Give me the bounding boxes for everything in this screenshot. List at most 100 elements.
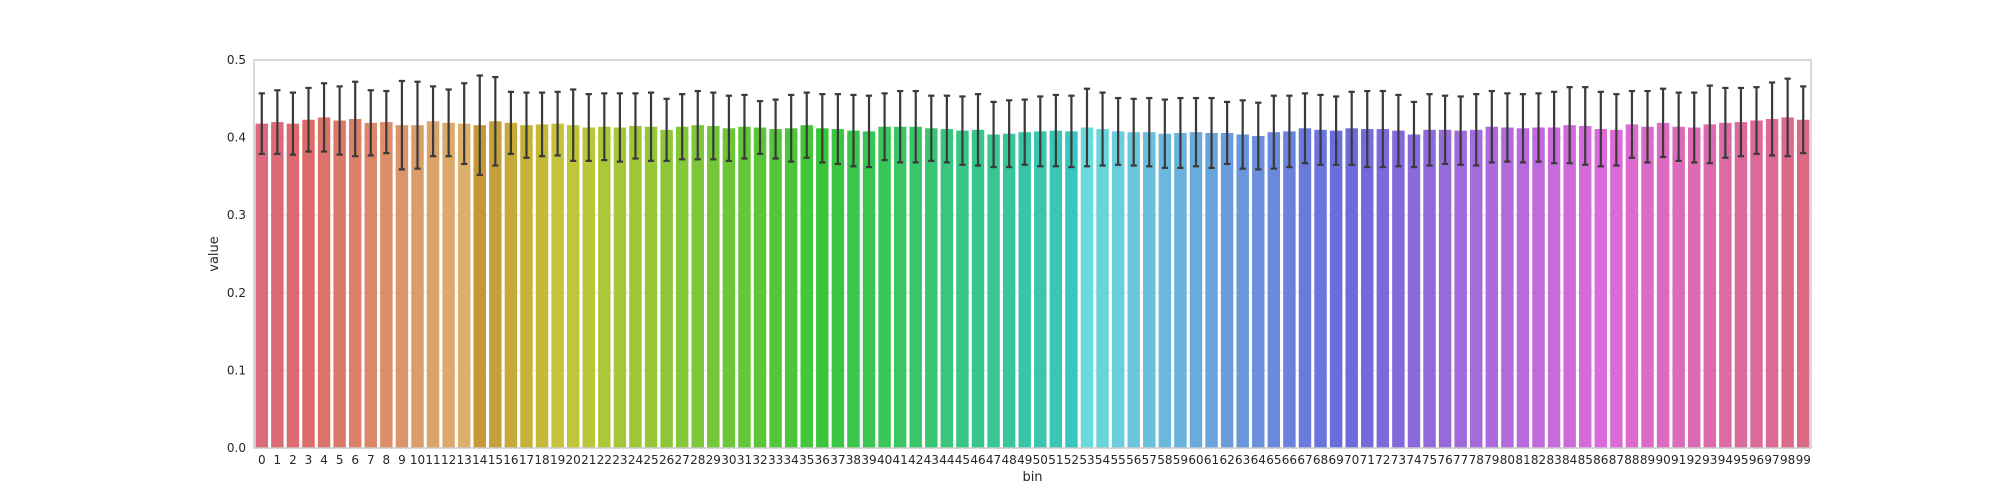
bar <box>1796 119 1810 448</box>
bar <box>1750 120 1763 448</box>
error-bar <box>305 86 312 153</box>
x-tick-label: 68 <box>1313 453 1328 467</box>
error-bar <box>1659 87 1667 159</box>
error-bar <box>258 92 265 155</box>
bar <box>1563 125 1576 449</box>
error-bar <box>1504 92 1511 163</box>
x-axis-title: bin <box>1022 470 1042 485</box>
x-tick-label: 16 <box>503 453 518 467</box>
x-tick-label: 36 <box>815 453 830 467</box>
error-bar <box>1130 97 1137 167</box>
error-bar <box>1566 86 1573 165</box>
bar <box>1532 127 1545 449</box>
error-bar <box>1410 100 1418 169</box>
error-bar <box>1582 86 1589 166</box>
x-tick-label: 7 <box>367 453 375 467</box>
bar <box>1080 127 1094 449</box>
bar <box>909 126 922 449</box>
error-bar <box>1239 99 1246 170</box>
error-bar <box>756 100 764 155</box>
error-bar <box>1535 92 1542 163</box>
x-tick-label: 42 <box>908 453 923 467</box>
bar <box>691 125 704 449</box>
bar <box>286 123 300 448</box>
bar <box>1734 122 1748 448</box>
x-tick-label: 98 <box>1780 453 1795 467</box>
bar <box>1485 126 1499 449</box>
x-tick-label: 81 <box>1515 453 1530 467</box>
bar <box>1283 131 1296 448</box>
error-bar <box>1426 93 1433 167</box>
bar <box>1065 131 1078 448</box>
bar <box>1656 122 1670 448</box>
error-bar <box>398 79 406 171</box>
error-bar <box>1192 96 1200 168</box>
x-tick-label: 31 <box>737 453 752 467</box>
bar <box>1127 132 1140 448</box>
error-bar <box>663 97 670 162</box>
bar <box>1687 127 1701 449</box>
bar <box>1018 132 1031 448</box>
bar <box>504 122 518 448</box>
error-bar <box>865 94 873 169</box>
error-bar <box>1706 84 1713 165</box>
error-bar <box>414 80 421 170</box>
x-tick-label: 90 <box>1655 453 1670 467</box>
bar <box>784 128 798 448</box>
error-bar <box>1473 93 1480 167</box>
x-tick-label: 39 <box>861 453 876 467</box>
error-bar <box>928 94 935 162</box>
x-tick-label: 67 <box>1297 453 1312 467</box>
error-bar <box>1395 93 1402 168</box>
bar <box>255 123 269 448</box>
bar <box>707 125 720 449</box>
error-bar <box>383 89 390 155</box>
bar <box>1158 133 1172 448</box>
x-tick-label: 32 <box>752 453 767 467</box>
x-tick-label: 70 <box>1344 453 1359 467</box>
bar <box>489 121 502 448</box>
error-bar <box>507 90 515 155</box>
error-bar <box>1083 87 1091 168</box>
x-tick-label: 29 <box>706 453 721 467</box>
bar <box>395 125 409 449</box>
x-tick-label: 11 <box>425 453 440 467</box>
x-tick-label: 40 <box>877 453 892 467</box>
error-bar <box>1768 81 1776 157</box>
bar <box>1470 129 1483 448</box>
x-tick-label: 45 <box>955 453 970 467</box>
error-bar <box>819 93 826 164</box>
x-tick-label: 12 <box>441 453 456 467</box>
bar <box>1579 125 1592 449</box>
bar <box>1719 122 1732 448</box>
x-tick-label: 25 <box>643 453 658 467</box>
bar <box>1672 126 1685 449</box>
x-tick-label: 72 <box>1375 453 1390 467</box>
error-bar <box>741 93 748 160</box>
x-tick-label: 91 <box>1671 453 1686 467</box>
bar <box>411 125 424 449</box>
bar <box>675 126 689 449</box>
x-tick-label: 62 <box>1219 453 1234 467</box>
error-bar <box>1488 89 1495 164</box>
bar <box>613 127 627 449</box>
error-bar <box>850 93 857 168</box>
x-tick-label: 24 <box>628 453 643 467</box>
bar <box>1143 132 1156 448</box>
x-tick-label: 15 <box>488 453 503 467</box>
x-tick-labels: 0 1 2 3 4 5 6 7 8 9 10 11 12 13 14 15 16 17 18 19 20 21 22 23 24… <box>258 453 1811 467</box>
error-bar <box>1177 96 1184 169</box>
error-bar <box>974 93 982 167</box>
x-tick-label: 87 <box>1609 453 1624 467</box>
bar <box>1329 130 1343 448</box>
error-bar <box>803 91 810 159</box>
bar <box>1314 129 1327 448</box>
error-bar <box>1208 96 1215 169</box>
bar <box>302 119 315 448</box>
x-tick-label: 6 <box>351 453 359 467</box>
bar <box>271 122 284 448</box>
bar <box>1252 136 1265 448</box>
error-bar <box>289 91 297 156</box>
x-tick-label: 4 <box>320 453 328 467</box>
